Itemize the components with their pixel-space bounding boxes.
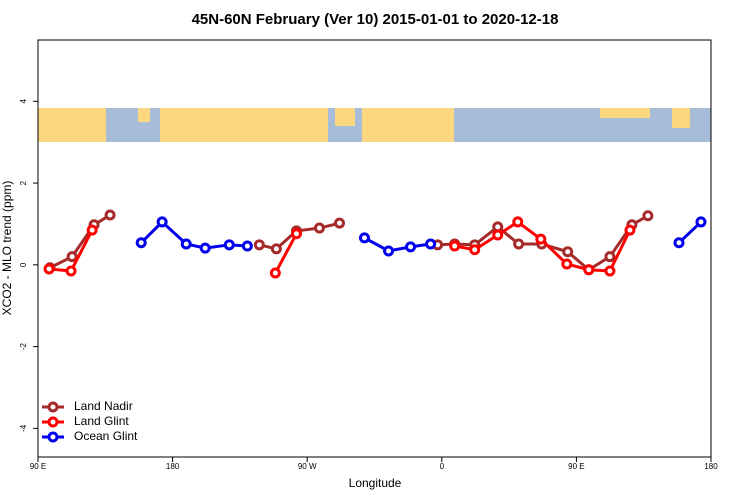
y-axis-label: XCO2 - MLO trend (ppm) <box>0 181 14 316</box>
data-point <box>535 233 547 245</box>
y-tick-label: 4 <box>19 99 28 104</box>
legend-marker <box>47 401 59 413</box>
data-point <box>104 209 116 221</box>
data-point <box>43 263 55 275</box>
map-band <box>38 108 711 142</box>
chart-title: 45N-60N February (Ver 10) 2015-01-01 to … <box>192 11 559 28</box>
x-tick-label: 90 E <box>30 462 46 471</box>
x-tick-label: 180 <box>166 462 180 471</box>
data-point <box>223 239 235 251</box>
data-point <box>180 238 192 250</box>
data-point <box>86 224 98 236</box>
data-point <box>604 265 616 277</box>
plot-frame <box>37 39 712 458</box>
data-point <box>583 264 595 276</box>
legend-label: Ocean Glint <box>74 429 138 443</box>
x-tick-label: 180 <box>704 462 718 471</box>
data-point <box>449 240 461 252</box>
data-point <box>512 216 524 228</box>
data-point <box>313 222 325 234</box>
data-point <box>358 232 370 244</box>
x-tick-label: 90 W <box>298 462 317 471</box>
data-point <box>66 251 78 263</box>
y-tick-label: -2 <box>19 343 28 351</box>
legend-label: Land Nadir <box>74 399 133 413</box>
data-point <box>270 243 282 255</box>
y-tick-label: 2 <box>19 180 28 185</box>
data-point <box>383 245 395 257</box>
data-point <box>513 238 525 250</box>
data-point <box>695 216 707 228</box>
data-point <box>253 239 265 251</box>
legend-label: Land Glint <box>74 414 129 428</box>
x-tick-label: 90 E <box>568 462 584 471</box>
data-point <box>604 251 616 263</box>
legend-marker <box>47 431 59 443</box>
data-point <box>156 216 168 228</box>
data-point <box>65 265 77 277</box>
data-point <box>469 244 481 256</box>
data-point <box>673 237 685 249</box>
data-point <box>199 242 211 254</box>
x-tick-label: 0 <box>440 462 445 471</box>
data-point <box>334 217 346 229</box>
data-point <box>269 267 281 279</box>
data-point <box>492 229 504 241</box>
legend-marker <box>47 416 59 428</box>
data-point <box>562 246 574 258</box>
x-axis-label: Longitude <box>349 476 402 490</box>
data-point <box>425 238 437 250</box>
data-point <box>561 258 573 270</box>
data-point <box>241 240 253 252</box>
y-tick-label: 0 <box>19 262 28 267</box>
y-tick-label: -4 <box>19 424 28 432</box>
data-point <box>405 241 417 253</box>
data-point <box>290 228 302 240</box>
data-point <box>135 237 147 249</box>
data-point <box>624 224 636 236</box>
data-point <box>642 210 654 222</box>
